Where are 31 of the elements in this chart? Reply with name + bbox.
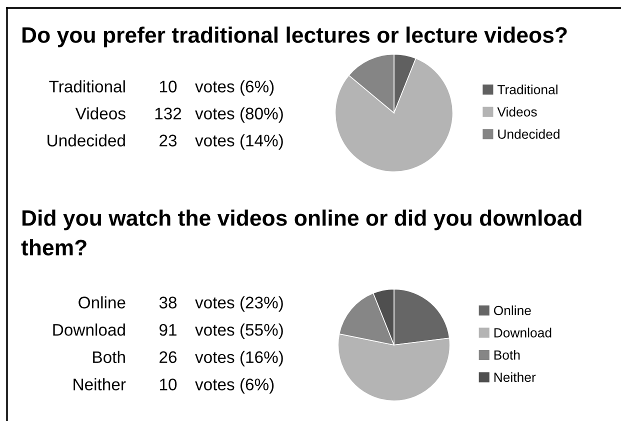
category-label: Neither xyxy=(74,378,126,390)
chart-title: Do you prefer traditional lectures or lecture videos? xyxy=(22,26,567,48)
data-label: 10 xyxy=(160,378,177,390)
data-label: 10 xyxy=(160,80,177,92)
legend-label: Download xyxy=(494,328,552,338)
category-label: Undecided xyxy=(48,134,125,146)
data-label: 26 xyxy=(160,351,177,364)
legend-label: Videos xyxy=(497,106,537,117)
text: votes (14%) xyxy=(195,134,283,150)
text: votes (6%) xyxy=(195,378,274,394)
legend-label: Online xyxy=(494,305,531,316)
chart-title: Did you watch the videos online or did you download them? xyxy=(21,210,582,256)
pie-slice xyxy=(334,58,454,172)
data-label: 132 xyxy=(155,108,182,120)
category-label: Online xyxy=(78,296,126,308)
data-label: 91 xyxy=(160,324,176,336)
legend-label: Neither xyxy=(494,372,536,382)
legend-label: Undecided xyxy=(498,129,560,139)
legend-label: Traditional xyxy=(497,84,558,94)
category-label: Videos xyxy=(75,107,126,120)
data-label: 23 xyxy=(160,134,177,146)
category-label: Both xyxy=(93,350,125,364)
category-label: Download xyxy=(53,324,125,336)
data-label: 38 xyxy=(159,296,177,308)
text: votes (80%) xyxy=(195,107,283,123)
text: votes (6%) xyxy=(195,80,274,96)
text: votes (16%) xyxy=(195,350,283,366)
text: votes (55%) xyxy=(195,324,283,340)
category-label: Traditional xyxy=(49,80,125,92)
legend-label: Both xyxy=(494,350,520,360)
text: votes (23%) xyxy=(195,296,283,312)
